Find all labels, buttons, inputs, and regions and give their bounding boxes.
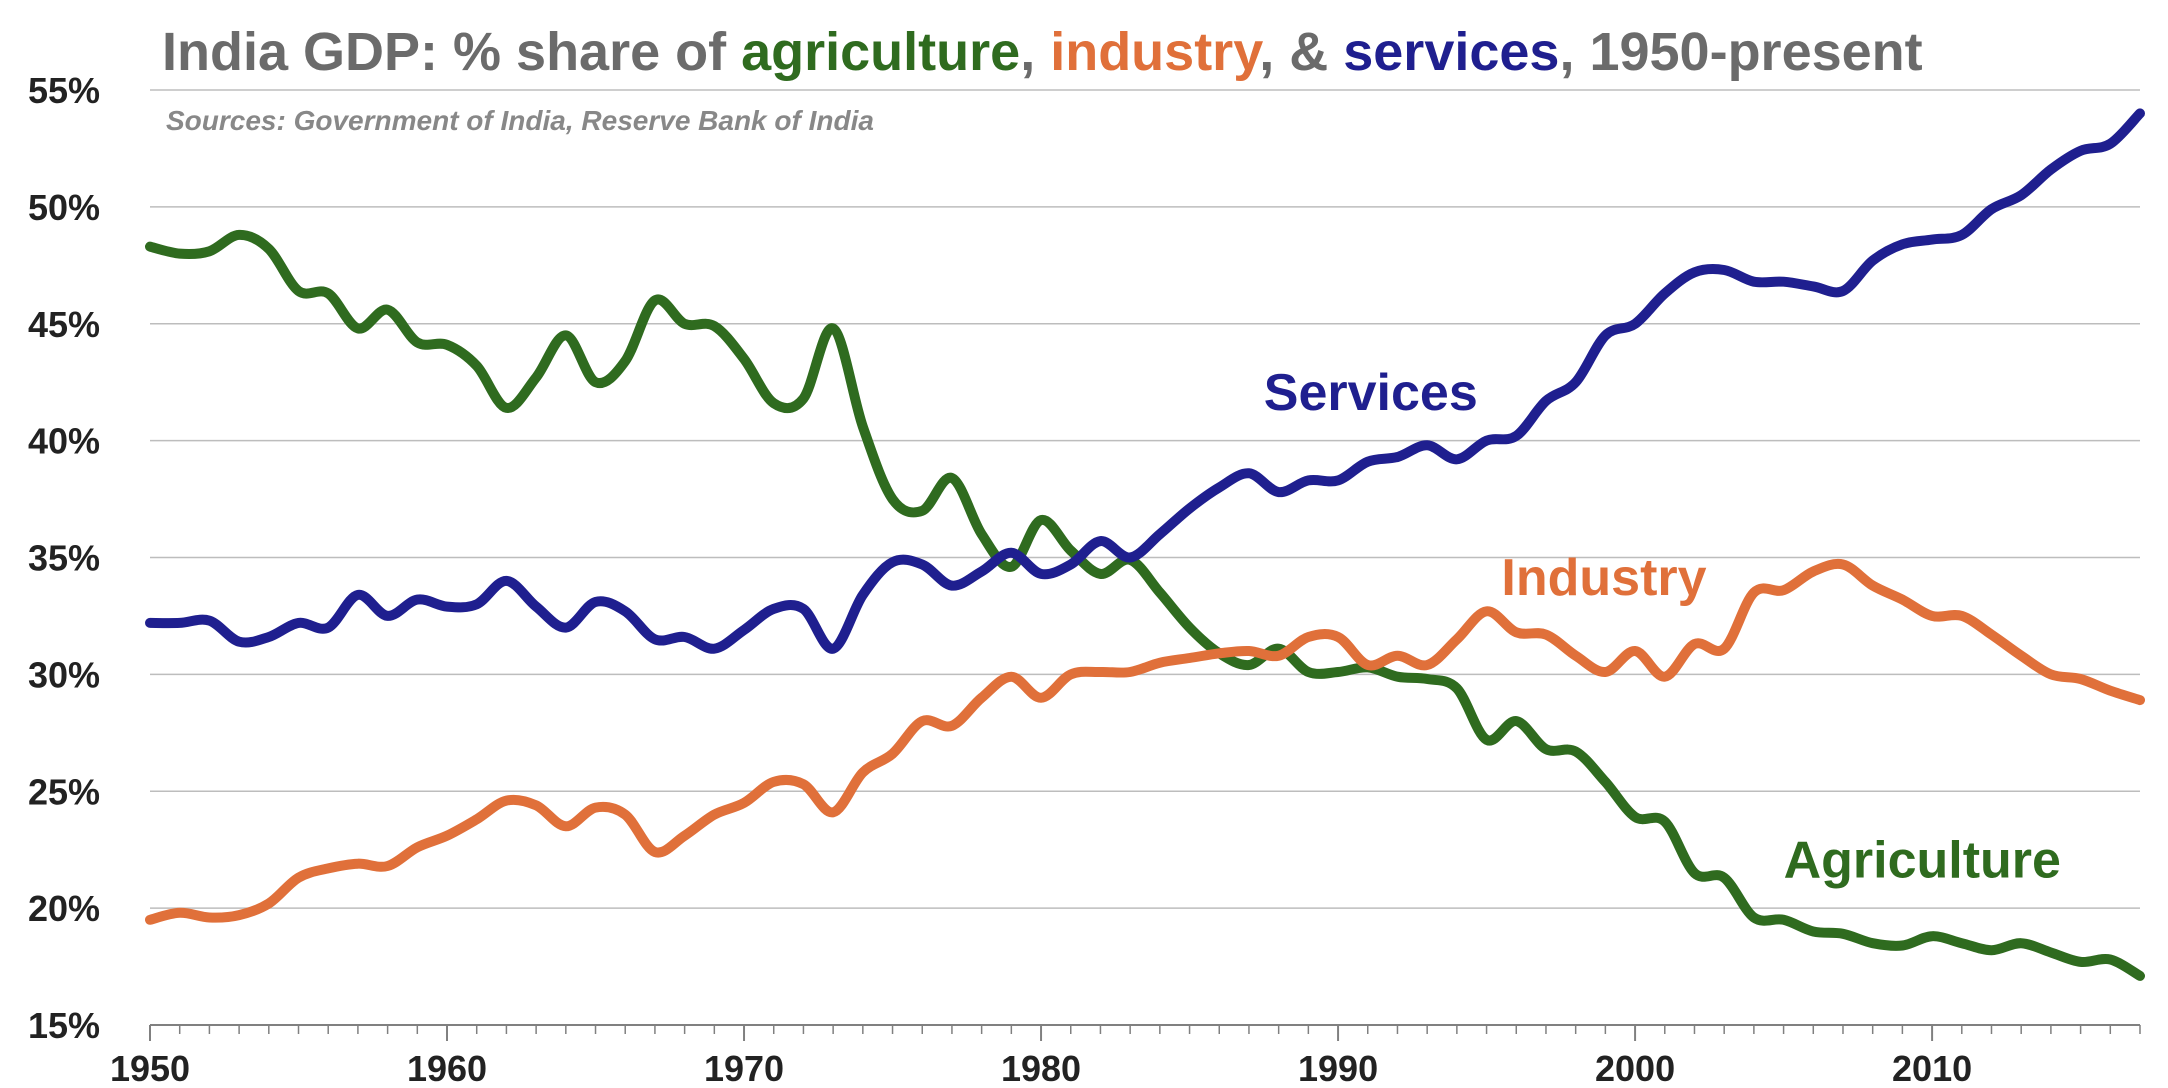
x-tick-label: 1950 [110, 1048, 190, 1088]
series-label-agriculture: Agriculture [1784, 832, 2061, 890]
y-tick-label: 35% [28, 538, 100, 579]
series-line-industry [145, 558, 2145, 925]
y-tick-label: 45% [28, 304, 100, 345]
y-tick-label: 40% [28, 421, 100, 462]
y-tick-label: 15% [28, 1005, 100, 1046]
chart-title-segment: , & [1259, 22, 1343, 82]
series-line-services [145, 108, 2145, 654]
series-label-services: Services [1264, 364, 1478, 422]
y-tick-label: 50% [28, 187, 100, 228]
x-tick-label: 1970 [704, 1048, 784, 1088]
series-label-industry: Industry [1501, 549, 1706, 607]
series-lines [145, 108, 2145, 981]
chart-title-segment: , [1020, 22, 1050, 82]
chart-title-segment: agriculture [741, 22, 1020, 82]
x-tick-label: 1990 [1298, 1048, 1378, 1088]
chart-title-segment: , 1950-present [1559, 22, 1922, 82]
x-tick-label: 2000 [1595, 1048, 1675, 1088]
y-tick-label: 25% [28, 771, 100, 812]
y-tick-label: 30% [28, 654, 100, 695]
x-tick-label: 2010 [1892, 1048, 1972, 1088]
chart-title-segment: services [1343, 22, 1559, 82]
x-tick-label: 1980 [1001, 1048, 1081, 1088]
chart-title-segment: industry [1050, 22, 1263, 82]
x-axis [149, 1024, 2141, 1041]
x-tick-label: 1960 [407, 1048, 487, 1088]
chart-title: India GDP: % share of agriculture, indus… [162, 22, 1923, 82]
y-tick-label: 20% [28, 888, 100, 929]
chart-title-segment: India GDP: % share of [162, 22, 741, 82]
y-gridlines [150, 89, 2140, 909]
x-axis-tick-labels: 1950 1960 1970 1980 1990 2000 2010 [110, 1048, 1972, 1088]
series-labels: Agriculture Industry Services [1264, 364, 2061, 890]
chart-subtitle: Sources: Government of India, Reserve Ba… [166, 105, 874, 136]
y-axis-tick-labels: 15% 20% 25% 30% 35% 40% 45% 50% 55% [28, 70, 100, 1046]
y-tick-label: 55% [28, 70, 100, 111]
